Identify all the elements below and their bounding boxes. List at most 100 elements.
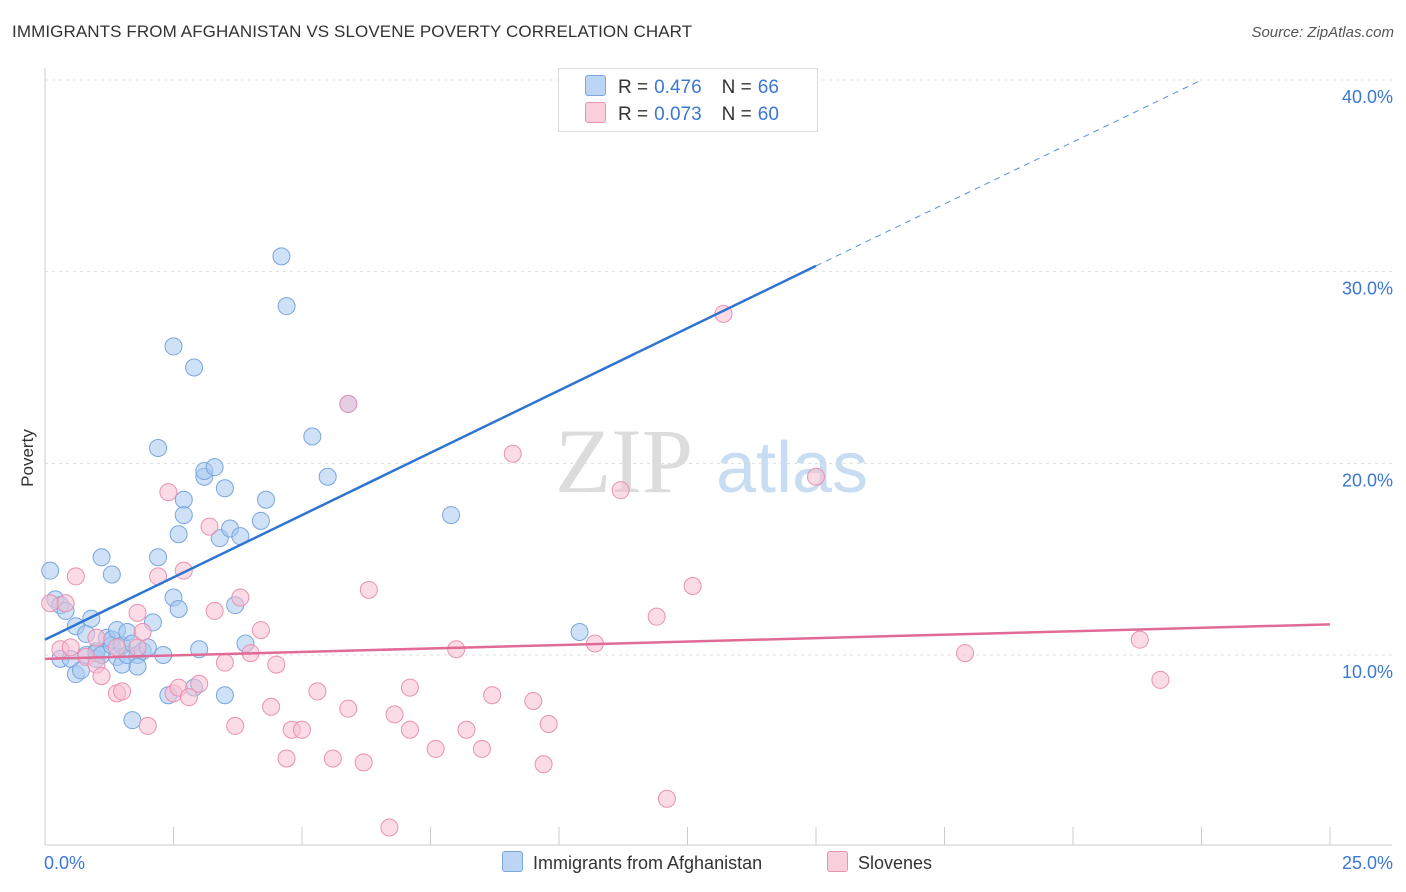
- point-afghanistan: [123, 711, 142, 730]
- stats-legend: R = 0.476 N = 66 R = 0.073 N = 60: [558, 68, 818, 132]
- n-value: 60: [757, 104, 779, 125]
- point-slovenes: [339, 394, 358, 413]
- point-afghanistan: [277, 297, 296, 316]
- axes: [44, 68, 1392, 846]
- legend-item-afghanistan: Immigrants from Afghanistan: [502, 851, 762, 874]
- point-slovenes: [138, 716, 157, 735]
- point-slovenes: [262, 697, 281, 716]
- y-tick-label: 30.0%: [1342, 279, 1393, 299]
- trendline-slovenes: [44, 623, 1331, 661]
- point-afghanistan: [169, 600, 188, 618]
- point-slovenes: [503, 444, 522, 463]
- point-slovenes: [657, 789, 676, 808]
- point-slovenes: [61, 638, 80, 657]
- point-slovenes: [323, 749, 342, 768]
- point-slovenes: [524, 692, 543, 710]
- legend-item-slovenes: Slovenes: [827, 851, 932, 874]
- point-slovenes: [41, 594, 60, 613]
- point-slovenes: [226, 716, 245, 735]
- point-slovenes: [87, 628, 106, 647]
- point-slovenes: [359, 580, 378, 599]
- point-slovenes: [683, 577, 702, 595]
- point-slovenes: [128, 638, 147, 657]
- point-afghanistan: [185, 358, 204, 377]
- point-afghanistan: [149, 548, 168, 567]
- source-label: Source: ZipAtlas.com: [1251, 24, 1394, 41]
- trendlines: [44, 79, 1331, 661]
- r-value: 0.476: [654, 77, 702, 98]
- point-afghanistan: [174, 506, 193, 525]
- point-slovenes: [107, 638, 126, 657]
- point-afghanistan: [303, 427, 322, 446]
- r-value: 0.073: [654, 104, 702, 125]
- point-slovenes: [380, 818, 399, 837]
- point-afghanistan: [215, 686, 234, 705]
- point-afghanistan: [164, 337, 183, 356]
- point-slovenes: [354, 753, 373, 772]
- point-slovenes: [308, 682, 327, 701]
- point-slovenes: [179, 688, 198, 707]
- point-slovenes: [231, 588, 250, 607]
- point-slovenes: [205, 601, 224, 620]
- point-afghanistan: [318, 467, 337, 486]
- point-afghanistan: [442, 506, 461, 525]
- point-afghanistan: [169, 525, 188, 544]
- point-afghanistan: [128, 657, 147, 676]
- point-slovenes: [472, 739, 491, 758]
- x-tick-label: 0.0%: [44, 853, 85, 873]
- trendline-extension: [815, 79, 1202, 267]
- point-slovenes: [277, 749, 296, 768]
- point-slovenes: [113, 682, 132, 701]
- point-slovenes: [385, 705, 404, 724]
- point-slovenes: [293, 720, 311, 739]
- watermark: ZIP atlas: [555, 410, 868, 512]
- legend-row-slovenes: R = 0.073 N = 60: [585, 102, 779, 128]
- point-slovenes: [56, 594, 75, 613]
- gridlines: [45, 79, 1392, 656]
- point-slovenes: [1151, 670, 1170, 689]
- point-afghanistan: [251, 511, 270, 530]
- point-afghanistan: [102, 565, 121, 584]
- point-slovenes: [215, 653, 234, 672]
- y-tick-label: 20.0%: [1342, 470, 1393, 490]
- point-slovenes: [251, 621, 270, 640]
- legend-label: Immigrants from Afghanistan: [533, 853, 763, 873]
- legend-swatch-pink: [827, 851, 848, 872]
- point-slovenes: [1130, 630, 1149, 649]
- point-slovenes: [611, 481, 630, 500]
- point-afghanistan: [205, 458, 224, 477]
- point-afghanistan: [215, 479, 234, 498]
- y-tick-label: 40.0%: [1342, 87, 1393, 107]
- point-slovenes: [539, 715, 558, 733]
- r-label: R =: [618, 104, 649, 125]
- point-slovenes: [133, 623, 152, 641]
- chart-title: IMMIGRANTS FROM AFGHANISTAN VS SLOVENE P…: [12, 22, 693, 41]
- point-slovenes: [190, 674, 209, 693]
- point-slovenes: [159, 483, 178, 502]
- legend-label: Slovenes: [858, 853, 933, 873]
- point-slovenes: [200, 517, 219, 536]
- point-slovenes: [400, 720, 419, 739]
- n-label: N =: [721, 104, 752, 125]
- n-value: 66: [757, 77, 779, 98]
- point-slovenes: [92, 667, 111, 686]
- x-tick-label: 25.0%: [1342, 853, 1393, 873]
- r-label: R =: [618, 77, 649, 98]
- legend-swatch-blue: [502, 851, 523, 872]
- point-slovenes: [66, 567, 85, 586]
- point-afghanistan: [92, 548, 111, 567]
- point-slovenes: [128, 603, 147, 622]
- series-legend: Immigrants from Afghanistan Slovenes: [0, 851, 1406, 879]
- point-slovenes: [956, 644, 975, 663]
- point-slovenes: [534, 755, 553, 774]
- point-afghanistan: [272, 247, 291, 266]
- point-slovenes: [647, 607, 666, 626]
- legend-swatch-pink: [585, 102, 606, 123]
- point-afghanistan: [257, 490, 276, 509]
- y-axis-label: Poverty: [18, 429, 37, 487]
- point-slovenes: [483, 686, 502, 705]
- legend-swatch-blue: [585, 75, 606, 96]
- point-slovenes: [426, 739, 445, 758]
- point-afghanistan: [41, 561, 60, 580]
